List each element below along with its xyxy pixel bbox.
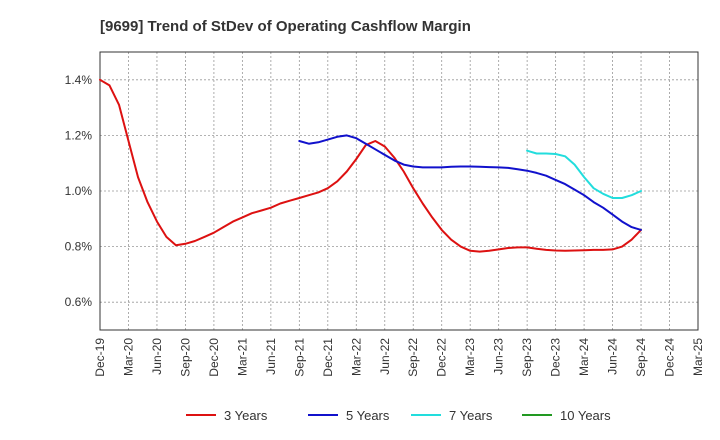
x-tick-label: Dec-19: [93, 338, 107, 377]
x-tick-label: Jun-24: [606, 338, 620, 375]
legend-label: 5 Years: [346, 408, 390, 423]
series-lines: [99, 78, 642, 253]
x-tick-label: Sep-23: [520, 338, 534, 377]
y-tick-label: 1.4%: [65, 73, 93, 87]
x-tick-label: Mar-25: [691, 338, 705, 376]
x-tick-label: Dec-21: [321, 338, 335, 377]
x-tick-label: Sep-24: [634, 338, 648, 377]
legend-label: 10 Years: [560, 408, 611, 423]
series-line-0: [99, 78, 642, 253]
x-tick-label: Dec-24: [663, 338, 677, 377]
x-tick-label: Mar-20: [121, 338, 135, 376]
plot-area-frame: [99, 51, 699, 331]
x-tick-label: Dec-20: [207, 338, 221, 377]
legend-label: 7 Years: [449, 408, 493, 423]
chart-title: [9699] Trend of StDev of Operating Cashf…: [100, 18, 471, 35]
x-axis-ticks: Dec-19 Mar-20 Jun-20 Sep-20 Dec-20 Mar-21 Jun-…: [93, 338, 705, 377]
x-tick-label: Sep-22: [406, 338, 420, 377]
series-line-2: [526, 149, 642, 199]
y-tick-label: 0.8%: [65, 240, 93, 254]
x-tick-label: Mar-22: [349, 338, 363, 376]
y-tick-label: 1.2%: [65, 128, 93, 142]
x-tick-label: Mar-23: [463, 338, 477, 376]
x-tick-label: Jun-23: [492, 338, 506, 375]
x-tick-label: Sep-20: [178, 338, 192, 377]
x-tick-label: Jun-21: [264, 338, 278, 375]
x-tick-label: Dec-22: [435, 338, 449, 377]
legend: 3 Years 5 Years 7 Years 10 Years: [186, 408, 611, 423]
y-axis-ticks: 0.6% 0.8% 1.0% 1.2% 1.4%: [65, 73, 93, 309]
series-line-1: [298, 134, 642, 231]
gridlines: [99, 52, 699, 330]
y-tick-label: 0.6%: [65, 295, 93, 309]
x-tick-label: Dec-23: [549, 338, 563, 377]
x-tick-label: Jun-20: [150, 338, 164, 375]
x-tick-label: Mar-21: [235, 338, 249, 376]
x-tick-label: Mar-24: [577, 338, 591, 376]
x-tick-label: Jun-22: [378, 338, 392, 375]
y-tick-label: 1.0%: [65, 184, 93, 198]
legend-label: 3 Years: [224, 408, 268, 423]
x-tick-label: Sep-21: [292, 338, 306, 377]
